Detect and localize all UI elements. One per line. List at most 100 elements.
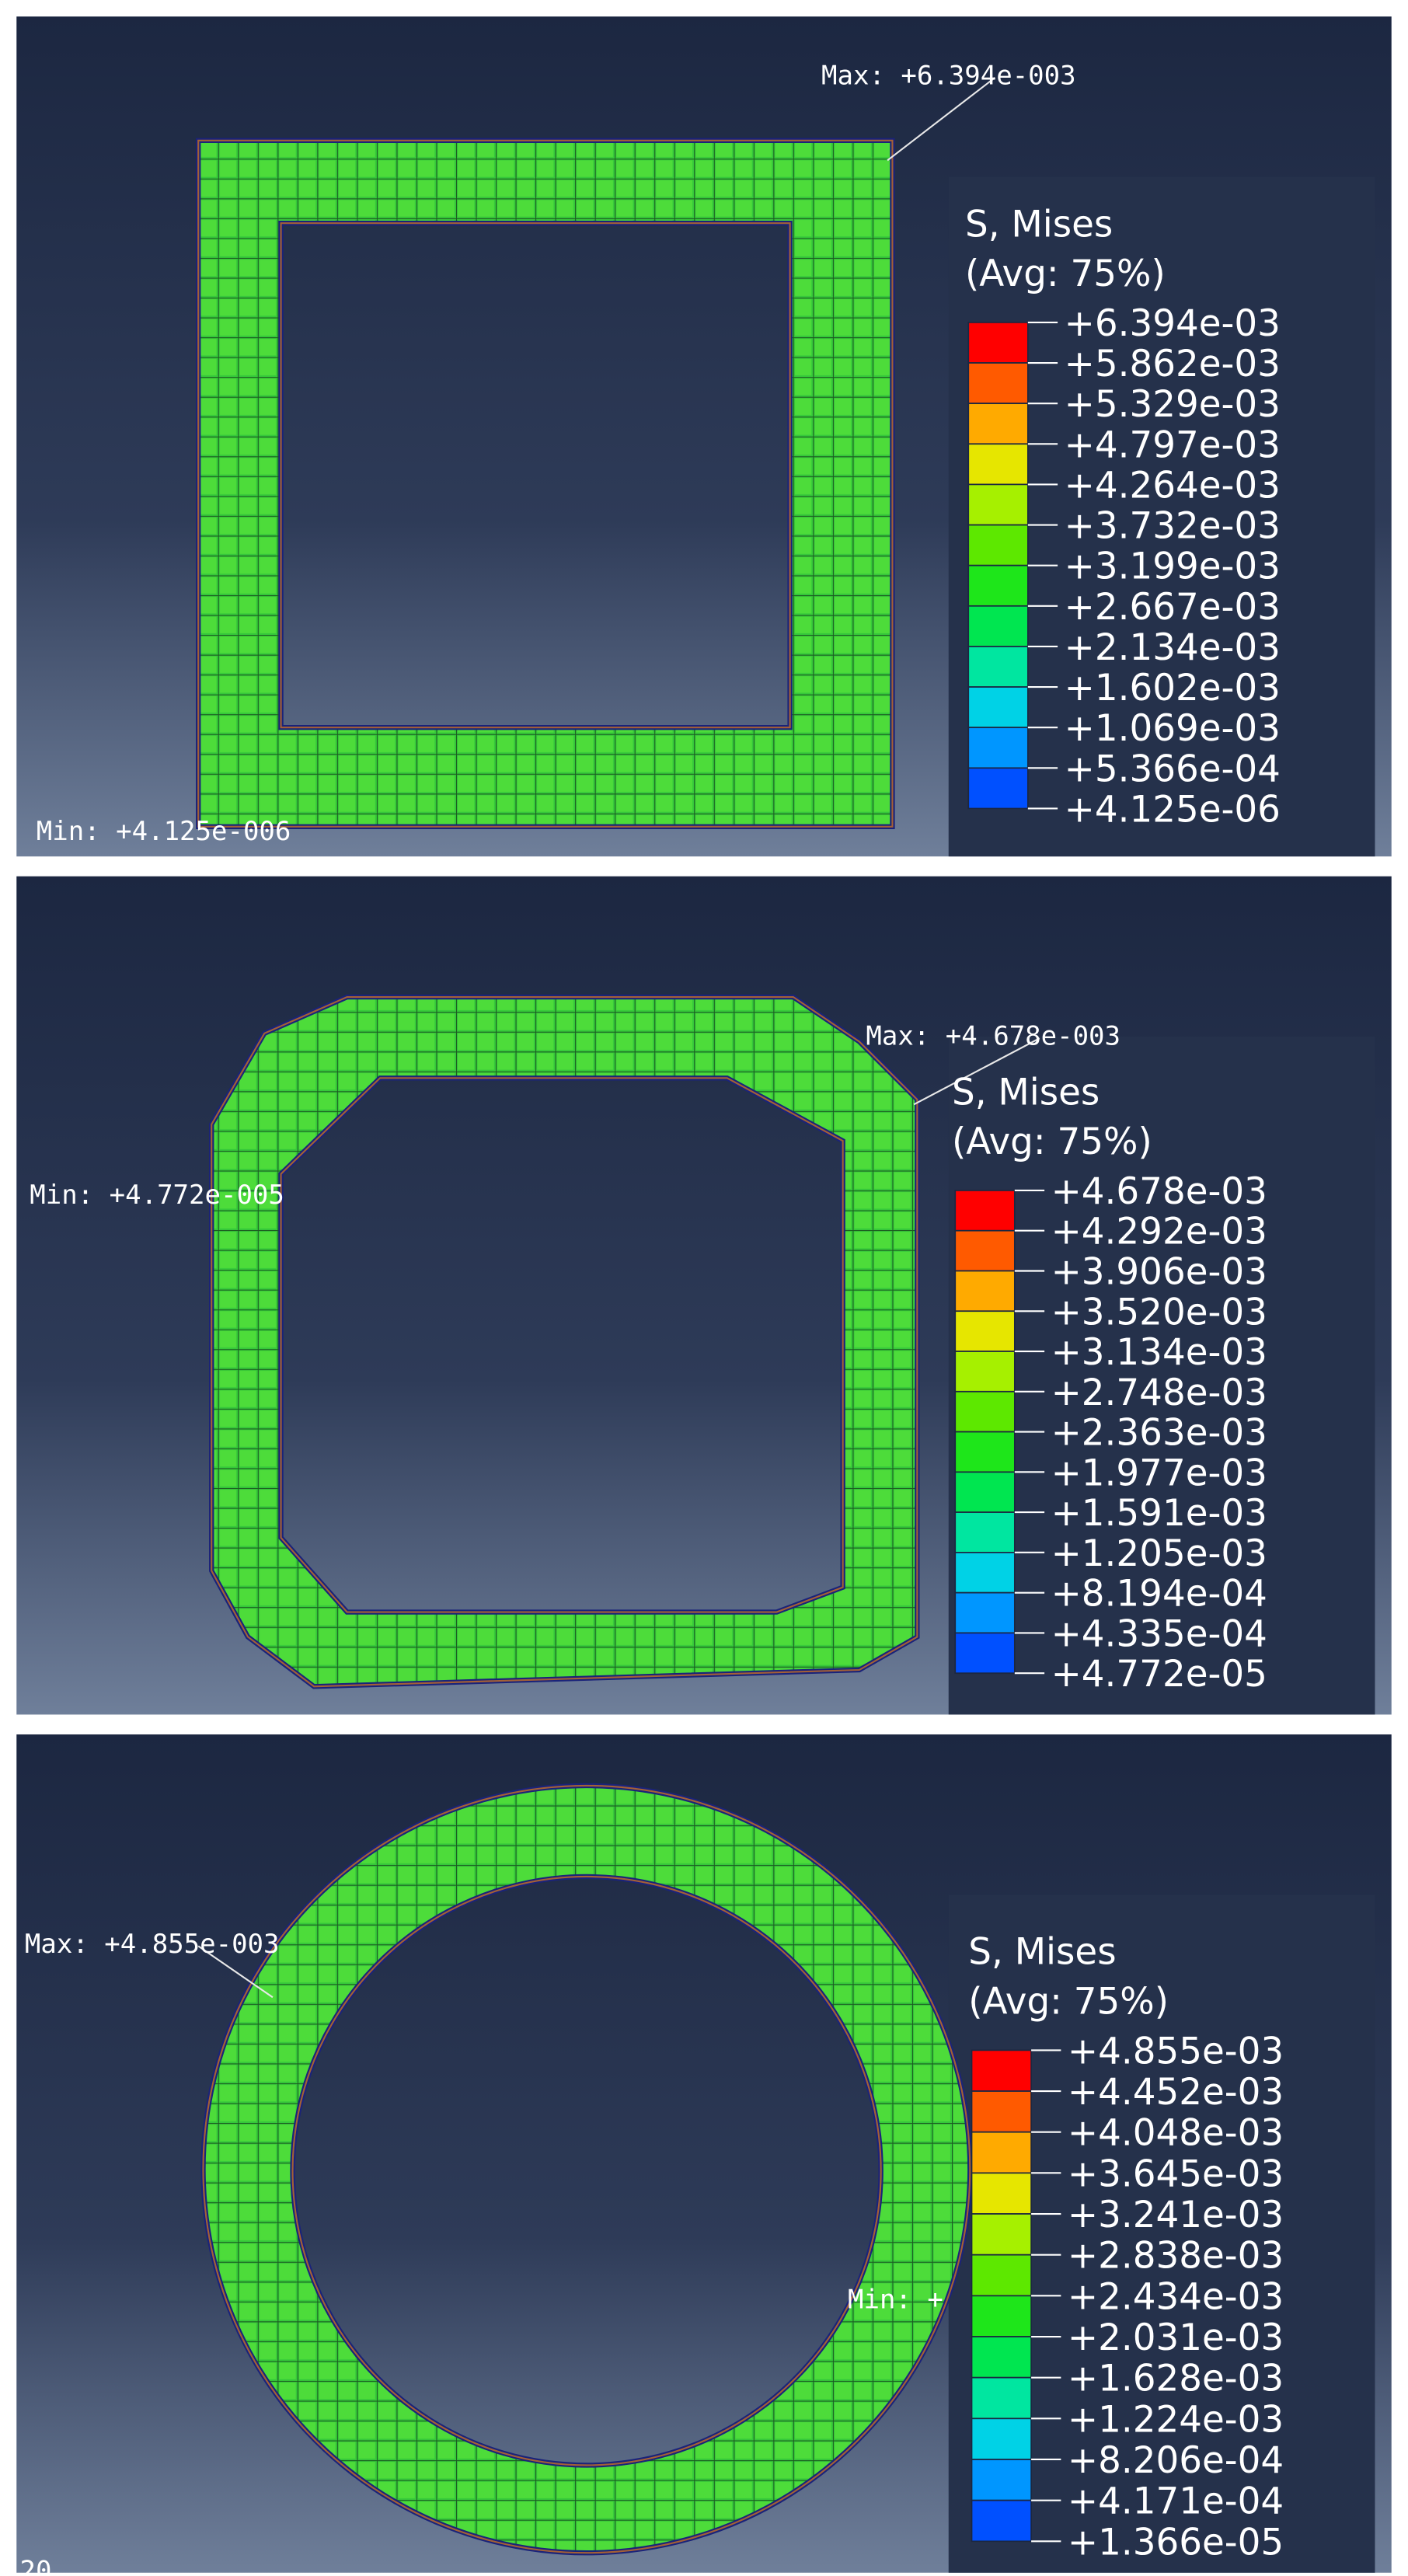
- legend-value: +4.292e-03: [1051, 1211, 1267, 1253]
- legend-value: +1.602e-03: [1065, 668, 1281, 709]
- legend-value: +3.520e-03: [1051, 1291, 1267, 1333]
- legend-value: +5.329e-03: [1065, 384, 1281, 426]
- legend-swatch: [954, 1351, 1016, 1393]
- legend-swatch: [967, 403, 1029, 445]
- min-label: Min: +4.125e-006: [37, 816, 291, 847]
- max-label: Max: +6.394e-003: [821, 61, 1076, 92]
- legend-swatch: [967, 483, 1029, 526]
- legend-value: +4.264e-03: [1065, 465, 1281, 507]
- legend-value: +5.862e-03: [1065, 343, 1281, 385]
- legend-value: +5.366e-04: [1065, 748, 1281, 790]
- legend-swatch: [954, 1552, 1016, 1594]
- legend-swatch: [954, 1591, 1016, 1634]
- legend-swatch: [967, 686, 1029, 729]
- mesh-edge: [202, 1784, 971, 2554]
- legend-value: +4.048e-03: [1068, 2113, 1284, 2155]
- viewport-panel: Max: +4.678e-003 Min: +4.772e-005 S, Mises…: [16, 876, 1392, 1715]
- legend-value: +4.171e-04: [1068, 2481, 1284, 2523]
- legend-value: +8.194e-04: [1051, 1574, 1267, 1616]
- legend-swatch: [971, 2213, 1032, 2256]
- legend-value: +3.732e-03: [1065, 506, 1281, 548]
- legend-value: +2.134e-03: [1065, 627, 1281, 669]
- viewport-panel: Max: +6.394e-003 Min: +4.125e-006 S, Mises…: [16, 16, 1392, 857]
- legend-swatch: [971, 2417, 1032, 2460]
- legend-value: +4.125e-06: [1065, 789, 1281, 831]
- legend-swatch: [954, 1471, 1016, 1513]
- viewport-panel: Max: +4.855e-003 Min: + S, Mises (Avg: 75%)…: [16, 1734, 1392, 2573]
- legend-swatch: [967, 322, 1029, 364]
- legend-subtitle: (Avg: 75%): [968, 1982, 1169, 2024]
- legend-value: +3.645e-03: [1068, 2153, 1284, 2195]
- legend-value: +6.394e-03: [1065, 303, 1281, 345]
- legend-value: +2.434e-03: [1068, 2276, 1284, 2318]
- legend-value: +1.069e-03: [1065, 708, 1281, 750]
- panels: Max: +6.394e-003 Min: +4.125e-006 S, Mises…: [16, 16, 1392, 2576]
- legend-swatch: [971, 2376, 1032, 2420]
- legend-value: +4.678e-03: [1051, 1171, 1267, 1213]
- legend-title: S, Mises: [952, 1072, 1100, 1114]
- legend-swatch: [971, 2459, 1032, 2501]
- legend-swatch: [971, 2131, 1032, 2174]
- legend-swatch: [971, 2172, 1032, 2215]
- legend-swatch: [967, 564, 1029, 607]
- legend-value: +2.838e-03: [1068, 2236, 1284, 2278]
- legend-swatch: [971, 2295, 1032, 2337]
- legend-swatch: [967, 727, 1029, 769]
- legend-swatch: [954, 1229, 1016, 1272]
- legend-swatch: [954, 1310, 1016, 1352]
- min-label: Min: +4.772e-005: [30, 1180, 284, 1211]
- legend-value: +1.591e-03: [1051, 1493, 1267, 1535]
- legend-value: +1.977e-03: [1051, 1452, 1267, 1494]
- legend-value: +2.363e-03: [1051, 1413, 1267, 1455]
- legend-value: +1.205e-03: [1051, 1533, 1267, 1575]
- legend-swatch: [971, 2049, 1032, 2092]
- legend-value: +1.628e-03: [1068, 2358, 1284, 2400]
- legend-swatch: [967, 443, 1029, 486]
- legend-swatch: [954, 1431, 1016, 1473]
- legend-value: +4.452e-03: [1068, 2072, 1284, 2114]
- legend-value: +4.335e-04: [1051, 1613, 1267, 1655]
- legend-swatch: [954, 1632, 1016, 1675]
- legend-title: S, Mises: [968, 1932, 1116, 1974]
- legend-value: +4.772e-05: [1051, 1654, 1267, 1696]
- legend-value: +3.241e-03: [1068, 2194, 1284, 2236]
- legend-swatch: [954, 1511, 1016, 1553]
- legend-value: +4.797e-03: [1065, 424, 1281, 466]
- legend-swatch: [967, 646, 1029, 688]
- legend-value: +2.748e-03: [1051, 1372, 1267, 1414]
- min-label: Min: +: [848, 2284, 943, 2315]
- legend-value: +8.206e-04: [1068, 2440, 1284, 2482]
- legend-value: +4.855e-03: [1068, 2030, 1284, 2072]
- legend-value: +1.224e-03: [1068, 2399, 1284, 2441]
- legend-swatch: [971, 2090, 1032, 2133]
- corner-label: 20: [20, 2555, 52, 2576]
- legend-value: +2.031e-03: [1068, 2317, 1284, 2359]
- max-label: Max: +4.855e-003: [25, 1929, 280, 1960]
- mesh-edge: [211, 995, 918, 1688]
- legend-subtitle: (Avg: 75%): [965, 253, 1166, 295]
- max-leader: [887, 77, 995, 162]
- legend-value: +2.667e-03: [1065, 587, 1281, 629]
- legend-title: S, Mises: [965, 204, 1113, 246]
- legend-swatch: [967, 362, 1029, 405]
- legend-swatch: [971, 2499, 1032, 2543]
- legend-value: +3.134e-03: [1051, 1332, 1267, 1374]
- legend-swatch: [971, 2336, 1032, 2379]
- legend-subtitle: (Avg: 75%): [952, 1121, 1152, 1163]
- legend-swatch: [967, 524, 1029, 566]
- legend-area: [948, 1037, 1375, 1715]
- legend-swatch: [967, 767, 1029, 810]
- legend-swatch: [954, 1390, 1016, 1433]
- max-leader: [197, 1945, 274, 1999]
- max-leader: [913, 1037, 1040, 1106]
- legend-swatch: [967, 605, 1029, 647]
- legend-swatch: [971, 2254, 1032, 2297]
- legend-swatch: [954, 1190, 1016, 1232]
- legend-value: +3.906e-03: [1051, 1252, 1267, 1294]
- legend-value: +1.366e-05: [1068, 2522, 1284, 2564]
- legend-value: +3.199e-03: [1065, 546, 1281, 588]
- mesh-edge: [197, 139, 894, 828]
- legend-swatch: [954, 1270, 1016, 1312]
